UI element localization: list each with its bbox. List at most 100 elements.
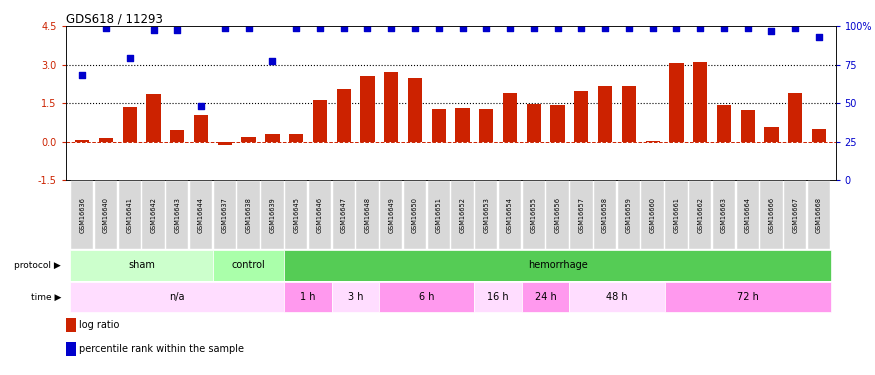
Text: GSM16668: GSM16668 <box>816 196 822 232</box>
FancyBboxPatch shape <box>214 181 236 249</box>
Text: control: control <box>232 260 265 270</box>
FancyBboxPatch shape <box>641 181 664 249</box>
FancyBboxPatch shape <box>332 282 380 312</box>
Bar <box>408 78 422 142</box>
Bar <box>574 91 589 142</box>
Text: GSM16650: GSM16650 <box>412 196 418 232</box>
Text: GSM16649: GSM16649 <box>388 197 395 232</box>
Text: 3 h: 3 h <box>348 292 363 302</box>
Bar <box>503 93 517 142</box>
Text: GSM16664: GSM16664 <box>745 196 751 232</box>
FancyBboxPatch shape <box>143 181 164 249</box>
Bar <box>598 87 612 142</box>
Bar <box>99 138 113 142</box>
Point <box>194 103 208 109</box>
Point <box>313 25 327 31</box>
Point <box>669 25 683 31</box>
FancyBboxPatch shape <box>119 181 141 249</box>
Bar <box>242 137 256 142</box>
FancyBboxPatch shape <box>237 181 260 249</box>
FancyBboxPatch shape <box>713 181 735 249</box>
Text: GSM16663: GSM16663 <box>721 197 727 232</box>
Point <box>431 25 445 31</box>
Bar <box>66 342 75 356</box>
Text: GSM16657: GSM16657 <box>578 196 584 232</box>
Text: GSM16646: GSM16646 <box>317 196 323 232</box>
FancyBboxPatch shape <box>570 181 592 249</box>
Point <box>622 25 636 31</box>
FancyBboxPatch shape <box>452 181 473 249</box>
Text: GSM16656: GSM16656 <box>555 196 561 232</box>
Text: GSM16648: GSM16648 <box>365 196 370 232</box>
Point <box>289 25 303 31</box>
Text: GSM16652: GSM16652 <box>459 196 466 232</box>
Bar <box>480 109 494 142</box>
Point <box>99 25 113 31</box>
Text: GSM16644: GSM16644 <box>198 196 204 232</box>
Point <box>218 25 232 31</box>
Text: GSM16651: GSM16651 <box>436 197 442 232</box>
Bar <box>740 110 755 142</box>
FancyBboxPatch shape <box>618 181 640 249</box>
Text: 72 h: 72 h <box>737 292 759 302</box>
Text: GSM16636: GSM16636 <box>80 197 85 232</box>
Point <box>503 25 517 31</box>
Text: GSM16640: GSM16640 <box>103 196 109 232</box>
Text: GSM16637: GSM16637 <box>222 197 228 232</box>
FancyBboxPatch shape <box>190 181 213 249</box>
Text: GSM16655: GSM16655 <box>531 196 536 232</box>
Point <box>480 25 494 31</box>
Point <box>456 25 470 31</box>
FancyBboxPatch shape <box>594 181 616 249</box>
Point <box>265 58 279 64</box>
FancyBboxPatch shape <box>284 282 332 312</box>
FancyBboxPatch shape <box>664 282 831 312</box>
Bar <box>455 108 470 142</box>
Point <box>788 25 802 31</box>
FancyBboxPatch shape <box>546 181 569 249</box>
Text: GSM16643: GSM16643 <box>174 197 180 232</box>
FancyBboxPatch shape <box>356 181 379 249</box>
Bar <box>788 93 802 142</box>
FancyBboxPatch shape <box>285 181 307 249</box>
Text: 48 h: 48 h <box>606 292 627 302</box>
Bar <box>146 94 161 142</box>
FancyBboxPatch shape <box>309 181 331 249</box>
Bar <box>337 89 351 142</box>
Bar <box>622 87 636 142</box>
Bar <box>431 109 446 142</box>
Text: GSM16654: GSM16654 <box>507 196 513 232</box>
Text: GSM16639: GSM16639 <box>270 197 276 232</box>
Bar <box>384 72 398 142</box>
Point <box>171 27 185 33</box>
Text: log ratio: log ratio <box>80 320 120 330</box>
Bar <box>765 127 779 142</box>
Text: GSM16660: GSM16660 <box>649 196 655 232</box>
FancyBboxPatch shape <box>284 250 831 280</box>
FancyBboxPatch shape <box>166 181 188 249</box>
Point <box>337 25 351 31</box>
FancyBboxPatch shape <box>499 181 522 249</box>
FancyBboxPatch shape <box>70 250 213 280</box>
FancyBboxPatch shape <box>570 282 664 312</box>
Text: GSM16642: GSM16642 <box>150 196 157 232</box>
Bar <box>527 104 541 142</box>
Bar <box>194 115 208 142</box>
Point <box>646 25 660 31</box>
FancyBboxPatch shape <box>760 181 782 249</box>
Point <box>242 25 256 31</box>
FancyBboxPatch shape <box>475 181 498 249</box>
Text: hemorrhage: hemorrhage <box>528 260 587 270</box>
Text: GSM16658: GSM16658 <box>602 196 608 232</box>
Point <box>741 25 755 31</box>
Bar <box>550 105 564 142</box>
Text: GSM16661: GSM16661 <box>674 197 679 232</box>
Bar <box>265 134 279 142</box>
Text: 1 h: 1 h <box>300 292 316 302</box>
FancyBboxPatch shape <box>665 181 688 249</box>
Point <box>360 25 374 31</box>
Text: GSM16638: GSM16638 <box>246 197 252 232</box>
Point <box>384 25 398 31</box>
Text: n/a: n/a <box>170 292 186 302</box>
Text: 6 h: 6 h <box>419 292 435 302</box>
